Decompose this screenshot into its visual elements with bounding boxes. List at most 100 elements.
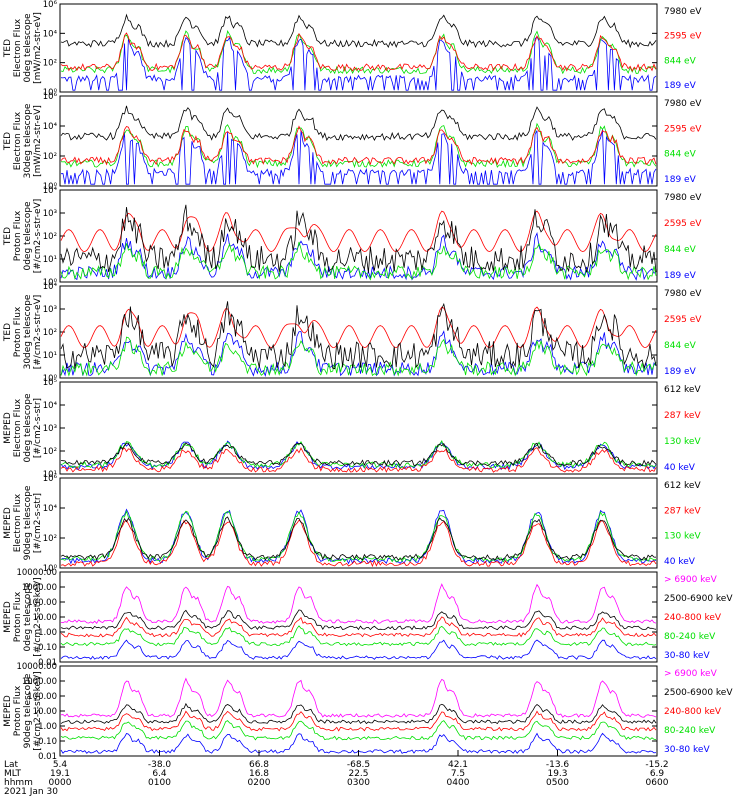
legend-entry: 30-80 keV — [664, 745, 710, 755]
series-line-3 — [60, 29, 657, 75]
y-tick-label: 10² — [43, 59, 57, 69]
legend-entry: 30-80 keV — [664, 651, 710, 661]
y-tick-label: 10.00 — [33, 707, 57, 717]
y-tick-label: 10⁶ — [43, 0, 58, 10]
series-line-1 — [60, 204, 657, 273]
x-tick-label: 0500 — [546, 778, 569, 788]
y-tick-label: 10⁴ — [43, 29, 58, 39]
x-tick-label: 5.4 — [53, 760, 68, 770]
y-tick-label: 10⁴ — [43, 282, 58, 292]
x-tick-label: 19.3 — [547, 769, 567, 779]
series-line-2 — [60, 609, 657, 631]
legend-entry: 7980 eV — [664, 99, 702, 109]
plot-frame — [59, 477, 658, 569]
y-tick-label: 10⁴ — [43, 122, 58, 132]
y-tick-label: 10² — [43, 447, 57, 457]
series-line-3 — [60, 510, 657, 563]
y-axis-label: TEDProton Flux30deg telescope[#/cm2-s-st… — [3, 294, 43, 369]
plot-frame — [59, 3, 658, 93]
x-tick-label: 22.5 — [348, 769, 368, 779]
series-line-4 — [60, 232, 657, 281]
y-axis-label: MEPEDProton Flux0deg telescope[#/cm2-s-s… — [3, 577, 43, 656]
legend-entry: > 6900 keV — [664, 575, 718, 585]
legend-entry: 612 keV — [664, 385, 701, 395]
legend-entry: 240-800 keV — [664, 613, 722, 623]
legend-entry: 7980 eV — [664, 193, 702, 203]
x-row-label: hhmm — [4, 778, 33, 788]
y-axis-label: MEPEDProton Flux90deg telescope[#/cm2-s-… — [3, 671, 43, 750]
panel-8: 10000.00 1000.00 100.00 10.00 1.00 0.10 0.01 ME… — [3, 662, 733, 762]
legend-entry: 612 keV — [664, 481, 701, 491]
y-tick-label: 1.00 — [38, 628, 57, 638]
series-line-1 — [60, 677, 657, 718]
y-tick-label: 10² — [43, 534, 57, 544]
legend-entry: 2595 eV — [664, 315, 702, 325]
series-line-2 — [60, 702, 657, 725]
y-tick-label: 100.00 — [27, 692, 57, 702]
series-line-1 — [60, 516, 657, 561]
y-tick-label: 0.01 — [38, 752, 57, 762]
legend-entry: 240-800 keV — [664, 707, 722, 717]
series-line-4 — [60, 35, 657, 91]
series-line-2 — [60, 447, 657, 473]
series-line-2 — [60, 210, 657, 253]
y-tick-label: 10⁴ — [43, 401, 58, 411]
y-tick-label: 1.00 — [38, 722, 57, 732]
legend-entry: 40 keV — [664, 463, 696, 473]
legend-entry: > 6900 keV — [664, 669, 718, 679]
x-tick-label: 7.5 — [451, 769, 465, 779]
y-tick-label: 10³ — [43, 305, 57, 315]
legend-entry: 80-240 keV — [664, 726, 716, 736]
y-tick-label: 10⁰ — [43, 88, 58, 98]
legend-entry: 287 keV — [664, 411, 701, 421]
x-tick-label: 0000 — [49, 778, 72, 788]
plot-frame — [59, 95, 658, 187]
legend-entry: 844 eV — [664, 245, 697, 255]
y-tick-label: 0.01 — [38, 658, 57, 668]
y-tick-label: 10000.00 — [16, 568, 57, 578]
y-tick-label: 10¹ — [43, 351, 57, 361]
y-axis-label: MEPEDElectron Flux90deg telescope[#/cm2-… — [3, 485, 43, 560]
x-row-label: Lat — [4, 760, 19, 770]
legend-entry: 189 eV — [664, 367, 697, 377]
y-tick-label: 10³ — [43, 209, 57, 219]
x-tick-label: -13.6 — [546, 760, 570, 770]
series-line-2 — [60, 32, 657, 72]
series-line-4 — [60, 129, 657, 185]
x-tick-label: 0600 — [646, 778, 669, 788]
x-tick-label: 6.9 — [650, 769, 665, 779]
series-line-1 — [60, 442, 657, 467]
legend-entry: 844 eV — [664, 56, 697, 66]
y-tick-label: 10000.00 — [16, 662, 57, 672]
x-tick-label: 0300 — [347, 778, 370, 788]
legend-entry: 2595 eV — [664, 219, 702, 229]
y-tick-label: 10⁰ — [43, 278, 58, 288]
series-line-4 — [60, 720, 657, 741]
y-tick-label: 10² — [43, 152, 57, 162]
legend-entry: 130 keV — [664, 532, 701, 542]
y-tick-label: 10⁰ — [43, 182, 58, 192]
series-line-1 — [60, 301, 657, 370]
series-line-1 — [60, 583, 657, 624]
series-line-2 — [60, 519, 657, 568]
series-line-3 — [60, 241, 657, 281]
legend-entry: 7980 eV — [664, 289, 702, 299]
legend-entry: 80-240 keV — [664, 632, 716, 642]
y-tick-label: 100.00 — [27, 598, 57, 608]
y-tick-label: 0.10 — [38, 737, 57, 747]
y-tick-label: 10³ — [43, 424, 57, 434]
series-line-4 — [60, 508, 657, 565]
legend-entry: 844 eV — [664, 341, 697, 351]
legend-entry: 2595 eV — [664, 124, 702, 134]
panel-7: 10000.00 1000.00 100.00 10.00 1.00 0.10 0.01 ME… — [3, 568, 733, 668]
y-tick-label: 10⁶ — [43, 92, 58, 102]
series-line-3 — [60, 336, 657, 377]
series-line-3 — [60, 710, 657, 732]
y-axis-label: MEPEDElectron Flux0deg telescope[#/cm2-s… — [3, 393, 43, 463]
